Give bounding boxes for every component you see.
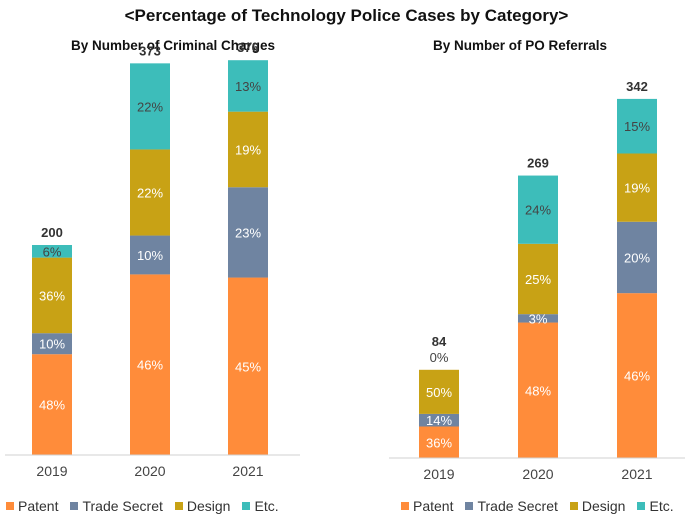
legend-item-design: Design [569,498,626,514]
data-label: 10% [137,248,163,263]
bar-segment [228,111,268,188]
legend-swatch [242,502,251,510]
data-label: 3% [529,311,548,326]
data-label: 45% [235,359,261,374]
data-label: 46% [624,369,650,384]
data-label: 22% [137,186,163,201]
legend-label: Patent [413,498,454,514]
legend-label: Design [581,498,626,514]
legend-item-patent: Patent [401,498,453,514]
bar-segment [617,98,657,154]
total-label: 373 [139,43,161,58]
data-label: 14% [426,413,452,428]
total-label: 342 [626,79,648,94]
data-label: 22% [137,99,163,114]
bar-segment [130,149,170,236]
chart-plot: 36% 14% 50% 0%84 2019 48% 3% 25% 24% 269 2020 46% 20… [389,79,685,482]
chart-legend: Patent Trade Secret Design Etc. [6,498,291,514]
chart-po-referrals: By Number of PO Referrals 36% 14% 50% 0% 84 2… [347,0,693,520]
legend-label: Design [186,498,231,514]
x-tick-label: 2021 [621,466,652,482]
chart-title: By Number of Criminal Charges [70,38,276,53]
legend-label: Trade Secret [477,498,558,514]
data-label: 0% [430,350,449,365]
data-label: 6% [43,244,62,259]
data-label: 50% [426,385,452,400]
bar-segment [32,257,72,334]
x-tick-label: 2019 [36,463,67,479]
bar-segment [32,245,72,258]
legend-item-trade-secret: Trade Secret [465,498,558,514]
data-label: 46% [137,358,163,373]
legend-label: Etc. [254,498,279,514]
bar-segment [228,187,268,278]
bar-segment [518,175,558,244]
data-label: 20% [624,250,650,265]
data-label: 25% [525,272,551,287]
bar-segment [228,60,268,112]
x-tick-label: 2019 [423,466,454,482]
bar-segment [617,153,657,222]
bar-segment [130,235,170,275]
legend-swatch [569,502,578,510]
x-tick-label: 2020 [134,463,165,479]
legend-swatch [637,502,646,510]
bar-segment [419,369,459,414]
bar-segment [32,333,72,355]
legend-swatch [174,502,183,510]
data-label: 13% [235,79,261,94]
bar-segment [518,322,558,458]
bar-segment [617,221,657,294]
bar-segment [130,63,170,150]
chart-legend: Patent Trade Secret Design Etc. [401,498,686,514]
chart-criminal-charges: By Number of Criminal Charges 48% 10% 36% 6… [0,0,346,520]
bar-segment [419,413,459,427]
x-tick-label: 2021 [232,463,263,479]
legend-item-patent: Patent [6,498,58,514]
bar-segment [518,243,558,315]
data-label: 23% [235,225,261,240]
legend-item-etc: Etc. [242,498,279,514]
legend-swatch [401,502,409,510]
data-label: 19% [624,181,650,196]
bar-segment [518,314,558,323]
legend-item-trade-secret: Trade Secret [70,498,163,514]
legend-label: Etc. [649,498,674,514]
bar-segment [130,274,170,455]
legend-item-design: Design [174,498,231,514]
data-label: 10% [39,337,65,352]
total-label: 200 [41,225,63,240]
data-label: 19% [235,142,261,157]
bar-segment [228,277,268,455]
x-tick-label: 2020 [522,466,553,482]
data-label: 36% [39,288,65,303]
chart-title: By Number of PO Referrals [432,38,608,53]
bar-segment [32,354,72,455]
total-label: 269 [527,156,549,171]
bar-segment [419,426,459,458]
legend-swatch [6,502,14,510]
chart-plot: 48% 10% 36% 6% 200 2019 46% 10% 22% 22% 373 2020 45%… [5,40,300,479]
total-label: 84 [432,334,447,349]
legend-item-etc: Etc. [637,498,674,514]
legend-swatch [465,502,474,510]
data-label: 15% [624,119,650,134]
data-label: 48% [525,383,551,398]
bar-segment [617,293,657,458]
legend-swatch [70,502,79,510]
data-label: 24% [525,203,551,218]
data-label: 36% [426,435,452,450]
page-title: <Percentage of Technology Police Cases b… [124,6,569,25]
data-label: 48% [39,398,65,413]
legend-label: Trade Secret [82,498,163,514]
legend-label: Patent [18,498,59,514]
total-label: 376 [237,40,259,55]
